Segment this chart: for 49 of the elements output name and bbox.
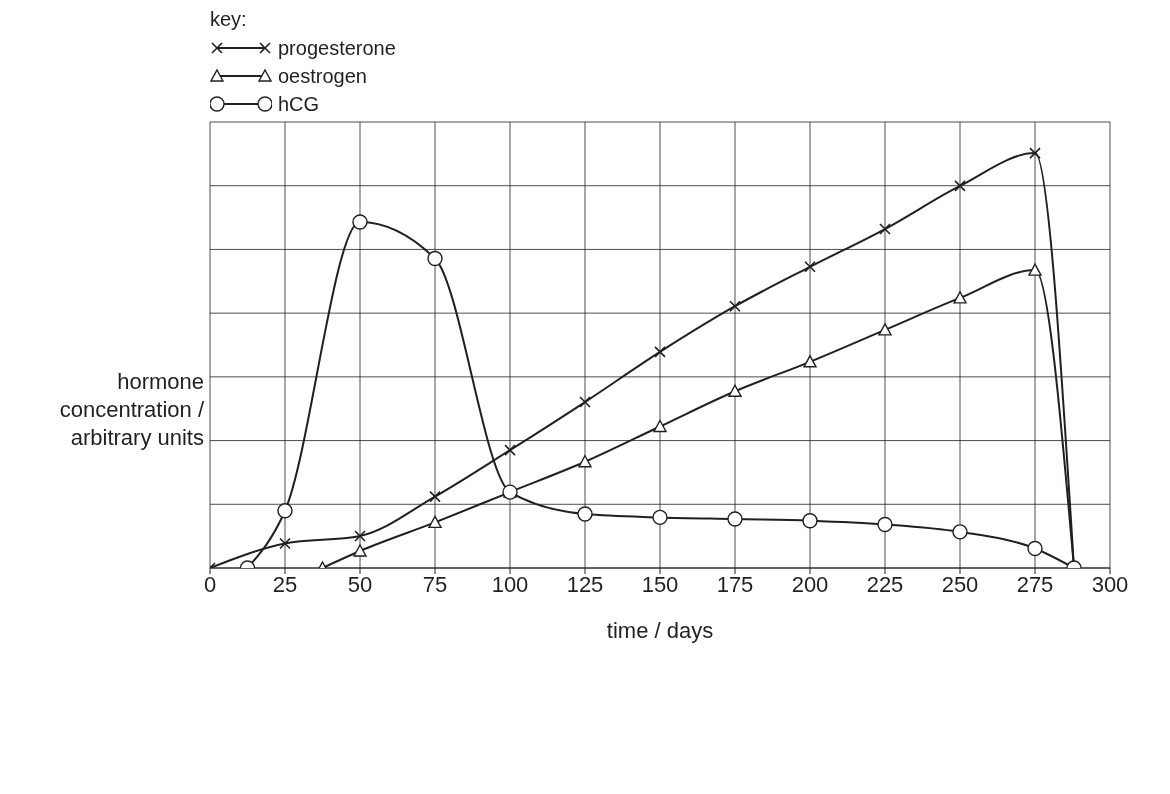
legend-label: oestrogen — [278, 64, 367, 89]
point — [352, 214, 368, 230]
point — [427, 250, 443, 267]
point — [804, 260, 816, 273]
point — [803, 355, 817, 368]
point — [1028, 263, 1042, 276]
x-tick-label: 275 — [1016, 571, 1054, 597]
point — [728, 384, 742, 397]
x-tick-label: 0 — [203, 571, 217, 597]
x-tick-label: 50 — [347, 571, 373, 597]
point — [729, 300, 741, 313]
legend-label: progesterone — [278, 36, 396, 61]
point — [579, 396, 591, 408]
x-tick-label: 25 — [272, 571, 298, 597]
x-tick-label: 125 — [566, 571, 604, 597]
point — [354, 530, 366, 542]
point — [504, 444, 516, 456]
point — [429, 490, 441, 503]
y-axis-title: hormone concentration / arbitrary units — [58, 368, 204, 452]
x-tick-label: 225 — [866, 571, 904, 597]
point — [277, 503, 293, 519]
point — [577, 506, 593, 522]
point — [353, 544, 367, 557]
x-tick-label: 150 — [641, 571, 679, 597]
point — [1029, 147, 1041, 159]
x-tick-label: 250 — [941, 571, 979, 597]
point — [578, 455, 592, 468]
point — [953, 291, 967, 304]
point — [877, 516, 893, 533]
point — [654, 346, 666, 358]
point — [727, 511, 743, 527]
point — [1027, 540, 1043, 557]
x-axis-title: time / days — [606, 618, 714, 643]
point — [952, 524, 968, 540]
point — [279, 537, 291, 550]
legend-label: hCG — [278, 92, 320, 117]
point — [802, 513, 818, 529]
point — [954, 180, 966, 192]
point — [428, 515, 442, 529]
x-tick-label: 100 — [491, 571, 529, 597]
point — [879, 223, 891, 235]
x-tick-label: 75 — [422, 571, 448, 597]
x-tick-label: 200 — [791, 571, 829, 597]
x-tick-label: 175 — [716, 571, 754, 597]
legend-title: key: — [210, 8, 247, 31]
point — [653, 419, 667, 433]
point — [652, 509, 668, 526]
x-tick-label: 300 — [1091, 571, 1129, 597]
point — [878, 323, 892, 336]
